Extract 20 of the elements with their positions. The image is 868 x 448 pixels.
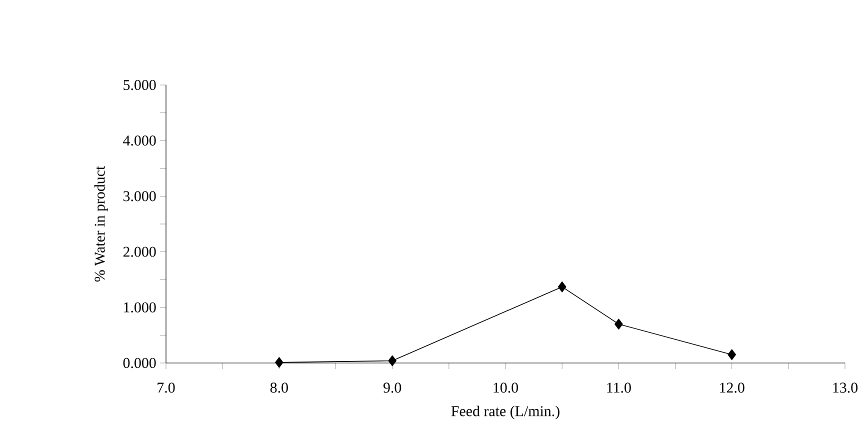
x-axis-title: Feed rate (L/min.): [451, 406, 560, 420]
point: [728, 349, 736, 360]
y-tick-label: 3.000: [123, 191, 156, 202]
x-tick-label: 12.0: [720, 382, 744, 393]
point: [558, 281, 566, 292]
y-tick-label: 4.000: [123, 136, 156, 146]
x-tick-label: 11.0: [607, 382, 631, 393]
x-tick-label: 10.0: [494, 382, 518, 393]
y-tick-label: 5.000: [124, 80, 156, 90]
point: [388, 355, 396, 366]
point: [275, 357, 284, 368]
y-axis-title: % Water in product: [94, 166, 108, 282]
x-tick-label: 7.0: [158, 382, 175, 393]
x-tick-label: 13.0: [833, 382, 858, 393]
x-tick-label: 9.0: [383, 382, 402, 393]
y-tick-label: 2.000: [123, 246, 156, 257]
y-tick-label: 1.000: [124, 302, 156, 312]
point: [614, 318, 623, 330]
x-tick-label: 8.0: [270, 382, 288, 393]
y-tick-label: 0.000: [123, 358, 156, 368]
